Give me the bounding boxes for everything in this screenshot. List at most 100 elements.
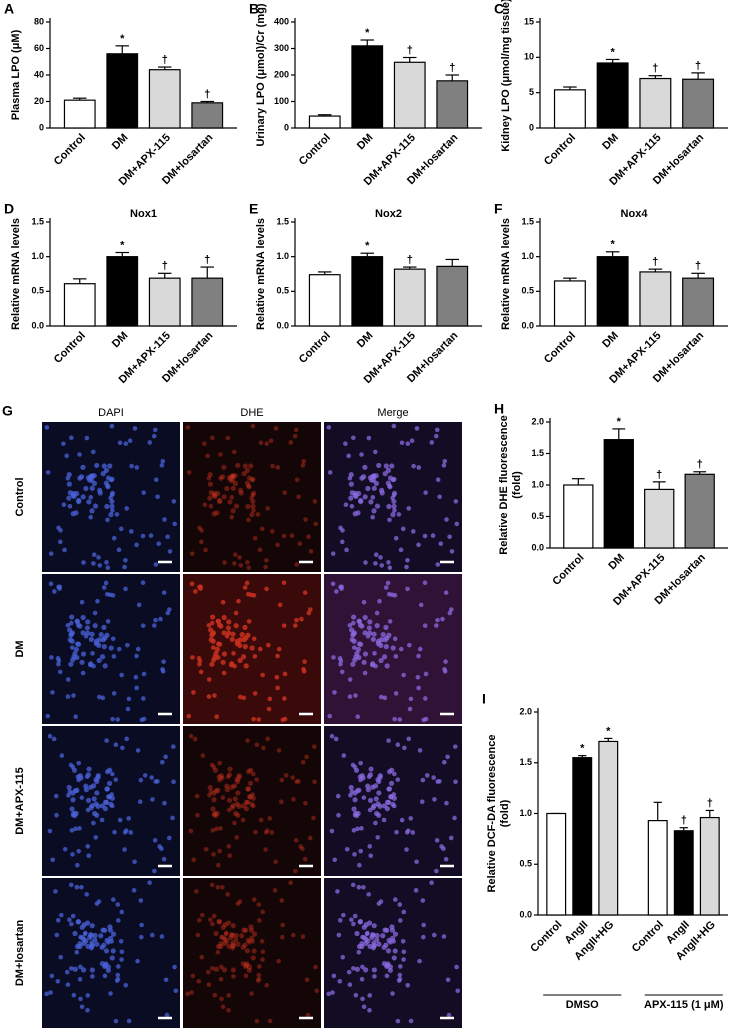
y-tick-label: 20 [34,96,44,106]
significance-mark: * [120,239,125,251]
nucleus [327,713,333,719]
nucleus [246,517,251,523]
nucleus [374,610,380,616]
nucleus [253,829,258,835]
nucleus [362,630,368,636]
nucleus [103,948,110,954]
nucleus [354,930,360,937]
micrograph [183,878,321,1028]
bar [572,757,593,916]
nucleus [240,817,246,823]
nucleus [241,695,247,701]
nucleus [98,632,104,638]
nucleus [77,623,83,629]
micrograph [42,878,180,1028]
y-tick-label: 1.0 [521,251,534,261]
nucleus [211,511,217,517]
bar [436,80,469,129]
nucleus [265,506,271,511]
nucleus [290,932,296,938]
bar [603,439,634,549]
nucleus [211,490,218,497]
nucleus [233,623,239,629]
nucleus [74,949,80,955]
nucleus [153,617,158,623]
nucleus [279,898,285,903]
nucleus [95,803,101,809]
nucleus [373,552,379,557]
nucleus [129,463,134,469]
nucleus [219,775,225,781]
nucleus [160,669,166,674]
nucleus [58,539,63,545]
bar [563,484,594,549]
nucleus [195,932,201,938]
nucleus [405,982,411,988]
nucleus [367,807,373,813]
nucleus [391,955,397,961]
nucleus [211,790,217,796]
nucleus [85,993,91,998]
nucleus [282,671,288,677]
nucleus [340,954,346,960]
nucleus [208,504,214,509]
nucleus [373,796,379,802]
nucleus [230,508,236,514]
nucleus [392,948,398,954]
nucleus [66,495,72,501]
nucleus [354,650,360,657]
nucleus [233,503,240,509]
nucleus [61,502,67,508]
nucleus [224,938,230,944]
significance-mark: † [407,44,413,56]
nucleus [367,1008,372,1013]
nucleus [228,934,234,941]
nucleus [219,996,224,1002]
nucleus [361,884,366,890]
significance-mark: * [365,27,370,39]
nucleus [44,425,50,430]
nucleus [264,557,269,563]
nucleus [391,423,397,429]
nucleus [391,792,397,797]
nucleus [211,812,217,818]
nucleus [395,1018,401,1024]
nucleus [213,930,219,937]
nucleus [397,902,403,907]
nucleus [246,967,252,973]
nucleus [293,868,298,874]
nucleus [85,797,92,803]
nucleus [392,636,398,642]
nucleus [91,561,96,566]
nucleus [245,786,251,792]
nucleus [417,958,422,964]
nucleus [57,586,62,591]
nucleus [420,777,426,783]
nucleus [65,623,71,628]
nucleus [226,807,232,813]
nucleus [220,599,226,605]
nucleus [219,964,224,970]
nucleus [281,533,287,539]
nucleus [136,602,142,608]
nucleus [360,996,365,1002]
nucleus [437,779,442,784]
y-tick-label: 40 [34,69,44,79]
nucleus [360,934,365,940]
nucleus [283,773,289,778]
nucleus [373,810,380,817]
nucleus [372,651,377,656]
nucleus [384,806,390,812]
nucleus [250,792,256,797]
nucleus [254,777,260,782]
x-tick-label: Control [630,919,666,955]
y-tick-label: 1.0 [276,251,289,261]
nucleus [338,661,343,667]
nucleus [70,764,76,770]
nucleus [229,932,236,938]
nucleus [101,585,107,590]
nucleus [58,528,63,533]
nucleus [383,644,389,650]
bar [393,268,426,327]
nucleus [281,580,287,585]
